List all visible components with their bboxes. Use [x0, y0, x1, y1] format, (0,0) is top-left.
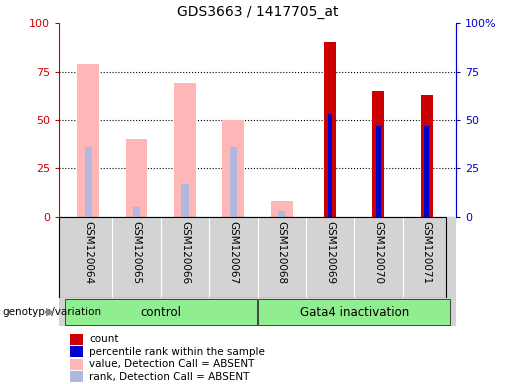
- Text: Gata4 inactivation: Gata4 inactivation: [300, 306, 409, 318]
- Bar: [259, 299, 450, 325]
- Bar: [424, 126, 429, 217]
- Text: GSM120070: GSM120070: [373, 221, 383, 284]
- Text: GSM120068: GSM120068: [277, 221, 287, 284]
- Text: count: count: [90, 334, 119, 344]
- Bar: [376, 126, 381, 217]
- Text: control: control: [140, 306, 181, 318]
- Text: genotype/variation: genotype/variation: [3, 307, 101, 317]
- Bar: [324, 43, 336, 217]
- Bar: [328, 114, 333, 217]
- Text: GSM120065: GSM120065: [132, 221, 142, 284]
- Text: ▶: ▶: [45, 307, 54, 317]
- Bar: [230, 147, 237, 217]
- Text: percentile rank within the sample: percentile rank within the sample: [90, 347, 265, 357]
- Title: GDS3663 / 1417705_at: GDS3663 / 1417705_at: [177, 5, 338, 19]
- Text: GSM120066: GSM120066: [180, 221, 190, 284]
- Bar: [174, 83, 196, 217]
- Text: rank, Detection Call = ABSENT: rank, Detection Call = ABSENT: [90, 372, 250, 382]
- Text: value, Detection Call = ABSENT: value, Detection Call = ABSENT: [90, 359, 255, 369]
- Bar: [70, 371, 83, 382]
- Text: GSM120069: GSM120069: [325, 221, 335, 284]
- Bar: [278, 211, 285, 217]
- Bar: [70, 359, 83, 370]
- Bar: [77, 64, 99, 217]
- Text: GSM120067: GSM120067: [228, 221, 238, 284]
- Bar: [133, 207, 140, 217]
- Bar: [84, 147, 92, 217]
- Bar: [65, 299, 256, 325]
- Bar: [126, 139, 147, 217]
- Bar: [181, 184, 188, 217]
- Bar: [70, 334, 83, 345]
- Bar: [70, 346, 83, 357]
- Bar: [222, 120, 244, 217]
- Bar: [421, 95, 433, 217]
- Bar: [372, 91, 384, 217]
- Text: GSM120064: GSM120064: [83, 221, 93, 284]
- Text: GSM120071: GSM120071: [422, 221, 432, 284]
- Bar: [271, 202, 293, 217]
